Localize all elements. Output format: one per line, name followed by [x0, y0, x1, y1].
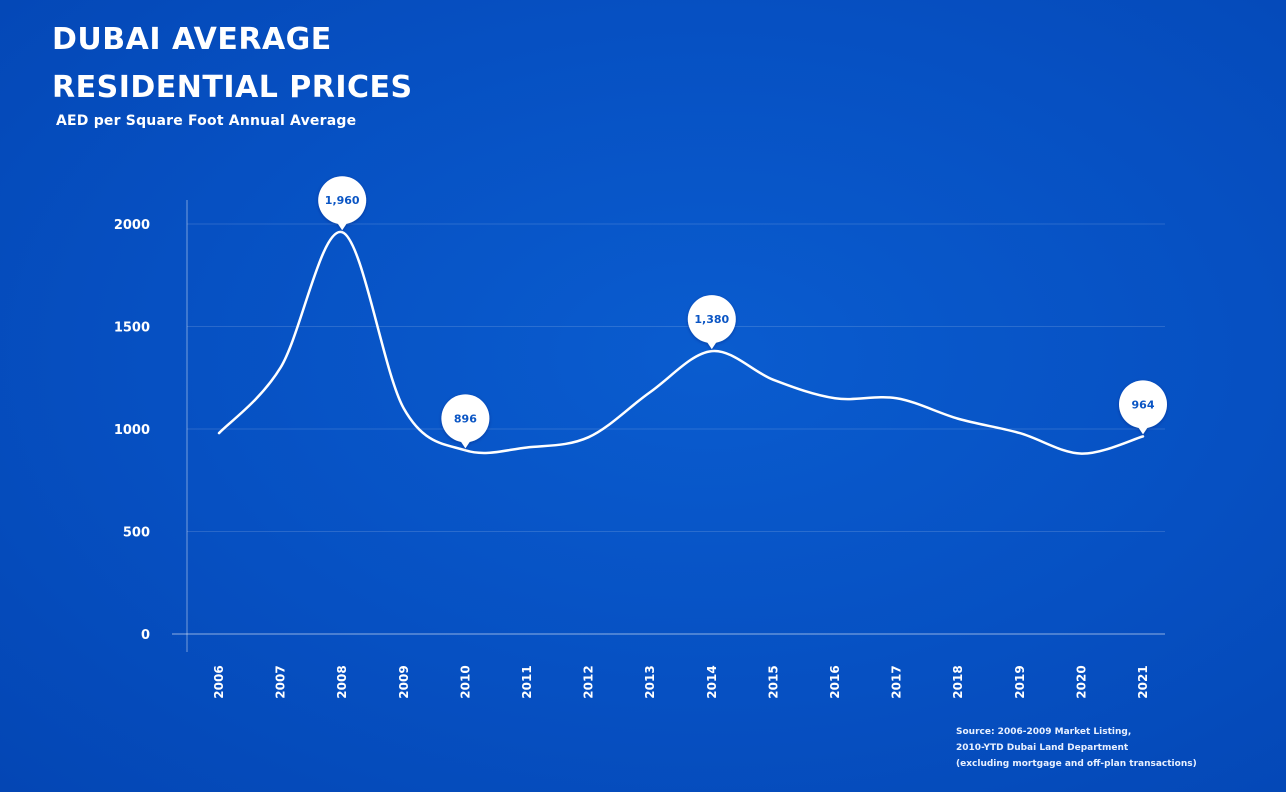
value-callout	[441, 394, 490, 449]
source-line: Source: 2006-2009 Market Listing,	[956, 727, 1132, 737]
callout-bubble	[687, 295, 736, 344]
data-label: 964	[1132, 398, 1155, 411]
data-label: 1,960	[325, 194, 360, 207]
x-tick-label: 2007	[274, 665, 288, 698]
callout-pointer	[705, 340, 718, 350]
x-tick-labels: 2006 2007 2008 2009 2010 2011 2012 2013 2014 2015…	[212, 665, 1150, 698]
x-tick-label: 2019	[1013, 665, 1027, 698]
chart-title: DUBAI AVERAGE RESIDENTIAL PRICES	[52, 16, 413, 112]
series	[217, 230, 1145, 455]
y-tick-label: 1000	[114, 423, 150, 438]
axes	[172, 200, 1165, 652]
x-tick-label: 2012	[582, 665, 596, 698]
x-tick-label: 2009	[397, 665, 411, 698]
chart-subtitle: AED per Square Foot Annual Average	[56, 113, 357, 129]
series-line	[217, 230, 1145, 455]
source-line: 2010-YTD Dubai Land Department	[956, 743, 1129, 753]
callout-pointer	[1137, 425, 1149, 435]
source-line: (excluding mortgage and off-plan transac…	[956, 759, 1197, 769]
callout-bubble	[318, 176, 367, 225]
source-note: Source: 2006-2009 Market Listing, 2010-Y…	[956, 724, 1197, 772]
data-label: 1,380	[694, 313, 729, 326]
x-tick-label: 2016	[828, 665, 842, 698]
value-callout	[1119, 380, 1167, 435]
y-tick-label: 0	[141, 628, 150, 643]
x-tick-label: 2013	[643, 665, 657, 698]
y-tick-labels: 0 500 1000 1500 2000	[114, 218, 150, 643]
x-tick-label: 2018	[951, 665, 965, 698]
title-line-2: RESIDENTIAL PRICES	[52, 70, 413, 105]
callout-pointer	[336, 221, 349, 231]
x-tick-label: 2015	[766, 665, 780, 698]
title-line-1: DUBAI AVERAGE	[52, 22, 332, 57]
x-tick-label: 2021	[1136, 665, 1150, 698]
data-label: 896	[454, 412, 477, 425]
y-tick-label: 500	[123, 526, 150, 541]
value-callout	[687, 295, 736, 350]
x-tick-label: 2008	[335, 665, 349, 698]
annotations: 1,960 896 1,380 964	[318, 176, 1167, 449]
y-tick-label: 2000	[114, 218, 150, 233]
x-tick-label: 2006	[212, 665, 226, 698]
grid-lines	[187, 223, 1165, 532]
callout-bubble	[441, 394, 490, 443]
x-tick-label: 2011	[520, 665, 534, 698]
y-tick-label: 1500	[114, 321, 150, 336]
x-tick-label: 2017	[890, 665, 904, 698]
x-tick-label: 2014	[705, 665, 719, 698]
x-tick-label: 2010	[458, 665, 472, 698]
x-tick-label: 2020	[1074, 665, 1088, 698]
callout-bubble	[1119, 380, 1167, 429]
callout-pointer	[459, 439, 472, 449]
value-callout	[318, 176, 367, 231]
